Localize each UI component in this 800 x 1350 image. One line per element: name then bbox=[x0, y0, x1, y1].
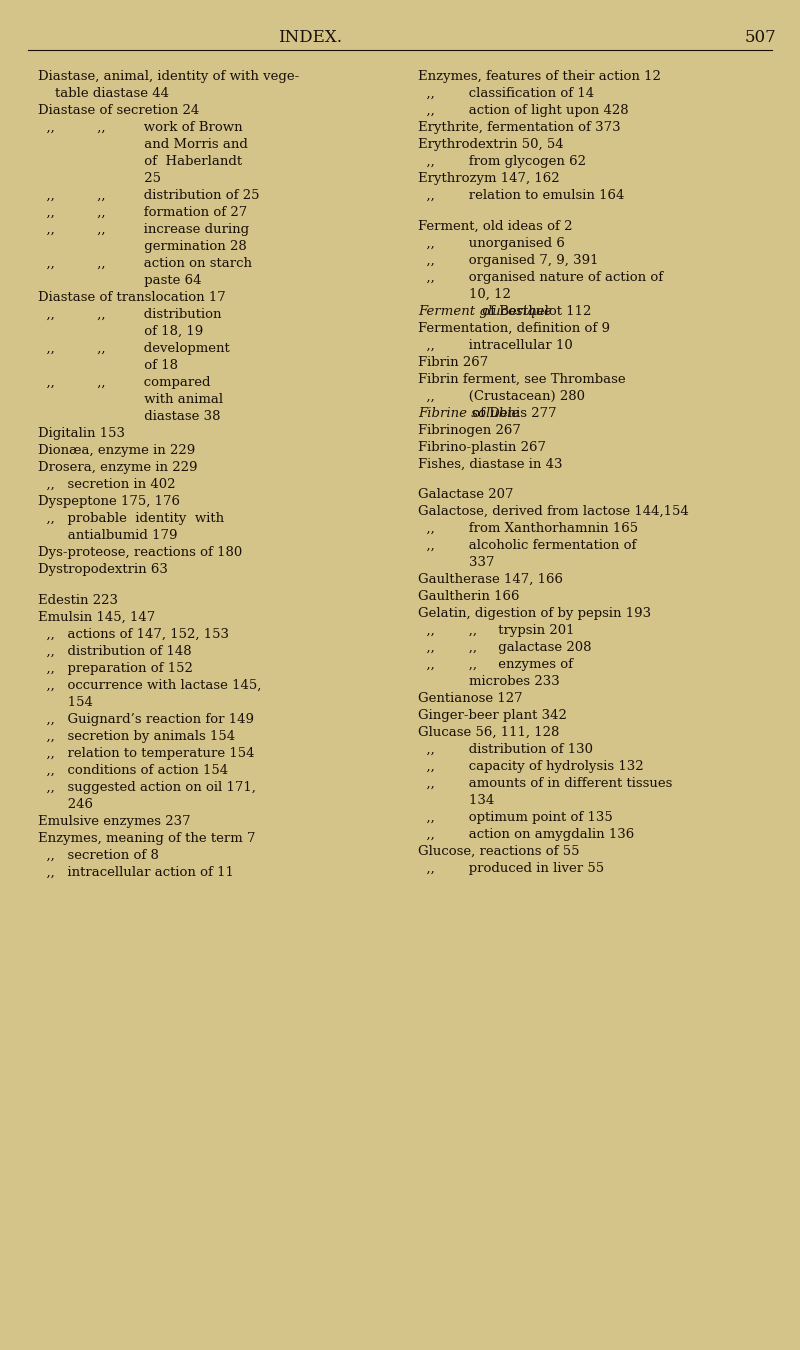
Text: 134: 134 bbox=[418, 794, 494, 807]
Text: microbes 233: microbes 233 bbox=[418, 675, 560, 688]
Text: ,,   distribution of 148: ,, distribution of 148 bbox=[38, 644, 192, 657]
Text: ,,        relation to emulsin 164: ,, relation to emulsin 164 bbox=[418, 189, 624, 202]
Text: antialbumid 179: antialbumid 179 bbox=[38, 529, 178, 541]
Text: Emulsive enzymes 237: Emulsive enzymes 237 bbox=[38, 814, 190, 828]
Text: ,,        capacity of hydrolysis 132: ,, capacity of hydrolysis 132 bbox=[418, 760, 644, 774]
Text: Enzymes, features of their action 12: Enzymes, features of their action 12 bbox=[418, 70, 661, 82]
Text: ,,          ,,         increase during: ,, ,, increase during bbox=[38, 223, 249, 236]
Text: Galactose, derived from lactose 144,154: Galactose, derived from lactose 144,154 bbox=[418, 505, 689, 518]
Text: of Berthelot 112: of Berthelot 112 bbox=[478, 305, 592, 317]
Text: ,,   occurrence with lactase 145,: ,, occurrence with lactase 145, bbox=[38, 679, 262, 691]
Text: Fibrin ferment, see Thrombase: Fibrin ferment, see Thrombase bbox=[418, 373, 626, 386]
Text: ,,   suggested action on oil 171,: ,, suggested action on oil 171, bbox=[38, 780, 256, 794]
Text: and Morris and: and Morris and bbox=[38, 138, 248, 151]
Text: 25: 25 bbox=[38, 171, 161, 185]
Text: ,,        (Crustacean) 280: ,, (Crustacean) 280 bbox=[418, 390, 585, 402]
Text: ,,          ,,         action on starch: ,, ,, action on starch bbox=[38, 256, 252, 270]
Text: ,,   relation to temperature 154: ,, relation to temperature 154 bbox=[38, 747, 254, 760]
Text: diastase 38: diastase 38 bbox=[38, 410, 221, 423]
Text: Emulsin 145, 147: Emulsin 145, 147 bbox=[38, 610, 155, 624]
Text: germination 28: germination 28 bbox=[38, 240, 246, 252]
Text: of 18: of 18 bbox=[38, 359, 178, 373]
Text: Diastase, animal, identity of with vege-: Diastase, animal, identity of with vege- bbox=[38, 70, 299, 82]
Text: ,,        distribution of 130: ,, distribution of 130 bbox=[418, 744, 593, 756]
Text: ,,        ,,     trypsin 201: ,, ,, trypsin 201 bbox=[418, 624, 574, 637]
Text: Fishes, diastase in 43: Fishes, diastase in 43 bbox=[418, 458, 562, 471]
Text: ,,   intracellular action of 11: ,, intracellular action of 11 bbox=[38, 865, 234, 879]
Text: Fibrin 267: Fibrin 267 bbox=[418, 355, 488, 369]
Text: 337: 337 bbox=[418, 556, 494, 570]
Text: ,,        from glycogen 62: ,, from glycogen 62 bbox=[418, 155, 586, 167]
Text: ,,        produced in liver 55: ,, produced in liver 55 bbox=[418, 863, 604, 875]
Text: ,,        from Xanthorhamnin 165: ,, from Xanthorhamnin 165 bbox=[418, 522, 638, 535]
Text: ,,          ,,         compared: ,, ,, compared bbox=[38, 377, 210, 389]
Text: ,,        alcoholic fermentation of: ,, alcoholic fermentation of bbox=[418, 539, 636, 552]
Text: ,,   conditions of action 154: ,, conditions of action 154 bbox=[38, 764, 228, 776]
Text: ,,        action on amygdalin 136: ,, action on amygdalin 136 bbox=[418, 828, 634, 841]
Text: Enzymes, meaning of the term 7: Enzymes, meaning of the term 7 bbox=[38, 832, 255, 845]
Text: with animal: with animal bbox=[38, 393, 223, 406]
Text: Diastase of translocation 17: Diastase of translocation 17 bbox=[38, 292, 226, 304]
Text: ,,        amounts of in different tissues: ,, amounts of in different tissues bbox=[418, 778, 672, 790]
Text: ,,        action of light upon 428: ,, action of light upon 428 bbox=[418, 104, 629, 117]
Text: ,,          ,,         work of Brown: ,, ,, work of Brown bbox=[38, 122, 242, 134]
Text: Galactase 207: Galactase 207 bbox=[418, 489, 514, 501]
Text: Erythrodextrin 50, 54: Erythrodextrin 50, 54 bbox=[418, 138, 564, 151]
Text: Gelatin, digestion of by pepsin 193: Gelatin, digestion of by pepsin 193 bbox=[418, 608, 651, 620]
Text: ,,        unorganised 6: ,, unorganised 6 bbox=[418, 236, 565, 250]
Text: Fermentation, definition of 9: Fermentation, definition of 9 bbox=[418, 321, 610, 335]
Text: Ferment glucosique: Ferment glucosique bbox=[418, 305, 552, 317]
Text: Gentianose 127: Gentianose 127 bbox=[418, 693, 522, 705]
Text: Edestin 223: Edestin 223 bbox=[38, 594, 118, 606]
Text: ,,        classification of 14: ,, classification of 14 bbox=[418, 86, 594, 100]
Text: Glucose, reactions of 55: Glucose, reactions of 55 bbox=[418, 845, 579, 859]
Text: ,,        organised 7, 9, 391: ,, organised 7, 9, 391 bbox=[418, 254, 598, 266]
Text: ,,          ,,         development: ,, ,, development bbox=[38, 342, 230, 355]
Text: 246: 246 bbox=[38, 798, 93, 810]
Text: ,,        intracellular 10: ,, intracellular 10 bbox=[418, 339, 573, 351]
Text: ,,   probable  identity  with: ,, probable identity with bbox=[38, 512, 224, 525]
Text: Drosera, enzyme in 229: Drosera, enzyme in 229 bbox=[38, 460, 198, 474]
Text: Ferment, old ideas of 2: Ferment, old ideas of 2 bbox=[418, 220, 573, 232]
Text: ,,        organised nature of action of: ,, organised nature of action of bbox=[418, 270, 663, 284]
Text: Gaultherin 166: Gaultherin 166 bbox=[418, 590, 519, 603]
Text: Ginger-beer plant 342: Ginger-beer plant 342 bbox=[418, 709, 567, 722]
Text: ,,   secretion in 402: ,, secretion in 402 bbox=[38, 478, 175, 491]
Text: ,,   secretion of 8: ,, secretion of 8 bbox=[38, 849, 159, 861]
Text: Fibrinogen 267: Fibrinogen 267 bbox=[418, 424, 521, 436]
Text: Dionæa, enzyme in 229: Dionæa, enzyme in 229 bbox=[38, 444, 195, 458]
Text: ,,          ,,         distribution of 25: ,, ,, distribution of 25 bbox=[38, 189, 259, 202]
Text: of 18, 19: of 18, 19 bbox=[38, 325, 203, 338]
Text: 154: 154 bbox=[38, 695, 93, 709]
Text: table diastase 44: table diastase 44 bbox=[38, 86, 169, 100]
Text: Dys-proteose, reactions of 180: Dys-proteose, reactions of 180 bbox=[38, 545, 242, 559]
Text: Fibrine soluble: Fibrine soluble bbox=[418, 406, 519, 420]
Text: Dystropodextrin 63: Dystropodextrin 63 bbox=[38, 563, 168, 576]
Text: ,,   secretion by animals 154: ,, secretion by animals 154 bbox=[38, 729, 235, 742]
Text: ,,        ,,     enzymes of: ,, ,, enzymes of bbox=[418, 659, 573, 671]
Text: ,,        ,,     galactase 208: ,, ,, galactase 208 bbox=[418, 641, 591, 655]
Text: INDEX.: INDEX. bbox=[278, 30, 342, 46]
Text: Diastase of secretion 24: Diastase of secretion 24 bbox=[38, 104, 199, 117]
Text: Digitalin 153: Digitalin 153 bbox=[38, 427, 125, 440]
Text: ,,          ,,         distribution: ,, ,, distribution bbox=[38, 308, 222, 321]
Text: Erythrite, fermentation of 373: Erythrite, fermentation of 373 bbox=[418, 122, 621, 134]
Text: ,,        optimum point of 135: ,, optimum point of 135 bbox=[418, 811, 613, 825]
Text: ,,          ,,         formation of 27: ,, ,, formation of 27 bbox=[38, 207, 247, 219]
Text: 10, 12: 10, 12 bbox=[418, 288, 511, 301]
Text: ,,   preparation of 152: ,, preparation of 152 bbox=[38, 662, 193, 675]
Text: of Denis 277: of Denis 277 bbox=[468, 406, 557, 420]
Text: of  Haberlandt: of Haberlandt bbox=[38, 155, 242, 167]
Text: ,,   actions of 147, 152, 153: ,, actions of 147, 152, 153 bbox=[38, 628, 229, 641]
Text: 507: 507 bbox=[744, 30, 776, 46]
Text: Erythrozym 147, 162: Erythrozym 147, 162 bbox=[418, 171, 560, 185]
Text: ,,   Guignard’s reaction for 149: ,, Guignard’s reaction for 149 bbox=[38, 713, 254, 725]
Text: Glucase 56, 111, 128: Glucase 56, 111, 128 bbox=[418, 726, 559, 740]
Text: Fibrino-plastin 267: Fibrino-plastin 267 bbox=[418, 440, 546, 454]
Text: paste 64: paste 64 bbox=[38, 274, 202, 288]
Text: Dyspeptone 175, 176: Dyspeptone 175, 176 bbox=[38, 495, 180, 508]
Text: Gaultherase 147, 166: Gaultherase 147, 166 bbox=[418, 574, 563, 586]
